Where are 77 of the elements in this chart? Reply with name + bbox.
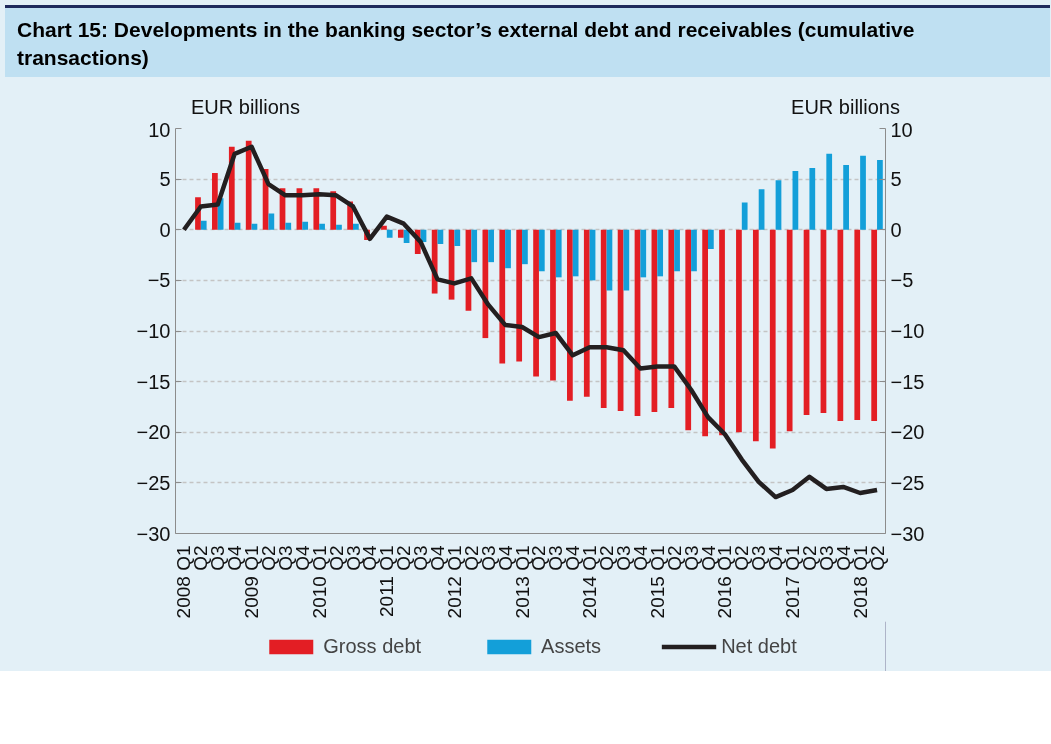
bar bbox=[533, 229, 539, 377]
bar bbox=[454, 229, 461, 246]
bar bbox=[572, 229, 579, 277]
bar bbox=[471, 229, 478, 263]
y2-tick-label: −30 bbox=[890, 522, 925, 545]
bar bbox=[550, 229, 556, 381]
chart-title: Chart 15: Developments in the banking sector’s external debt and receivables (cumulative transactions) bbox=[17, 17, 916, 72]
bar bbox=[353, 223, 359, 230]
bar bbox=[871, 229, 878, 422]
bar bbox=[843, 164, 849, 230]
bar bbox=[837, 229, 844, 422]
bar bbox=[640, 229, 647, 278]
bar bbox=[702, 229, 708, 437]
y2-tick-label: −20 bbox=[890, 421, 925, 444]
bar bbox=[752, 229, 759, 442]
bar bbox=[854, 229, 861, 421]
bar bbox=[397, 229, 404, 238]
y2-tick-label: −10 bbox=[890, 320, 925, 342]
y-tick-label: −10 bbox=[136, 320, 171, 342]
bar bbox=[786, 229, 793, 432]
bar bbox=[600, 229, 607, 408]
line-series bbox=[181, 144, 880, 500]
y-tick-label: 0 bbox=[159, 218, 171, 241]
y-tick-label: −25 bbox=[136, 471, 171, 494]
bar bbox=[538, 229, 545, 272]
y2-tick-label: −15 bbox=[890, 370, 925, 393]
bar bbox=[488, 229, 494, 263]
bar bbox=[623, 229, 630, 291]
bar bbox=[860, 155, 866, 230]
bar bbox=[555, 229, 562, 278]
bar bbox=[499, 229, 506, 364]
y-tick-label: 5 bbox=[159, 168, 171, 191]
bar bbox=[319, 223, 325, 230]
y2-axis-title: EUR billions bbox=[791, 96, 900, 118]
y-tick-label: −30 bbox=[136, 522, 171, 545]
bar bbox=[826, 153, 833, 230]
bar bbox=[769, 229, 776, 449]
bar bbox=[719, 229, 725, 436]
bar bbox=[877, 159, 883, 230]
y-axis-title: EUR billions bbox=[191, 95, 300, 120]
bar bbox=[302, 221, 309, 230]
bar bbox=[386, 229, 393, 238]
bar bbox=[674, 229, 680, 272]
y-tick-label: −5 bbox=[147, 269, 171, 292]
y2-tick-label: −25 bbox=[890, 471, 925, 494]
bar bbox=[516, 229, 523, 362]
bar bbox=[736, 229, 742, 433]
bar bbox=[583, 229, 590, 397]
bar bbox=[212, 173, 218, 230]
legend-label: Assets bbox=[541, 634, 602, 658]
y2-tick-label: −5 bbox=[890, 269, 914, 292]
y2-tick-label: 0 bbox=[890, 218, 902, 241]
bar bbox=[482, 229, 489, 339]
bar bbox=[381, 225, 387, 230]
bar bbox=[741, 202, 748, 230]
y2-tick-label: 5 bbox=[890, 168, 902, 191]
y-tick-label: −20 bbox=[136, 421, 171, 444]
bar bbox=[336, 224, 342, 230]
bar bbox=[200, 220, 207, 230]
bar bbox=[268, 213, 275, 230]
bar bbox=[668, 229, 675, 408]
bar bbox=[708, 229, 714, 249]
y-tick-label: −15 bbox=[136, 370, 171, 393]
legend-label: Net debt bbox=[721, 634, 797, 658]
bar bbox=[522, 229, 528, 265]
bar bbox=[567, 229, 573, 401]
y-tick-label: 10 bbox=[148, 118, 171, 141]
bar bbox=[285, 222, 292, 230]
y2-tick-label: 10 bbox=[890, 118, 913, 141]
bar bbox=[245, 140, 252, 230]
bar bbox=[691, 229, 697, 272]
bar bbox=[505, 229, 511, 269]
bar bbox=[809, 167, 816, 230]
x-tick-label: 2008 Q1 bbox=[173, 545, 195, 619]
bar bbox=[685, 229, 692, 431]
legend-label: Gross debt bbox=[323, 634, 422, 658]
bar bbox=[657, 229, 664, 277]
